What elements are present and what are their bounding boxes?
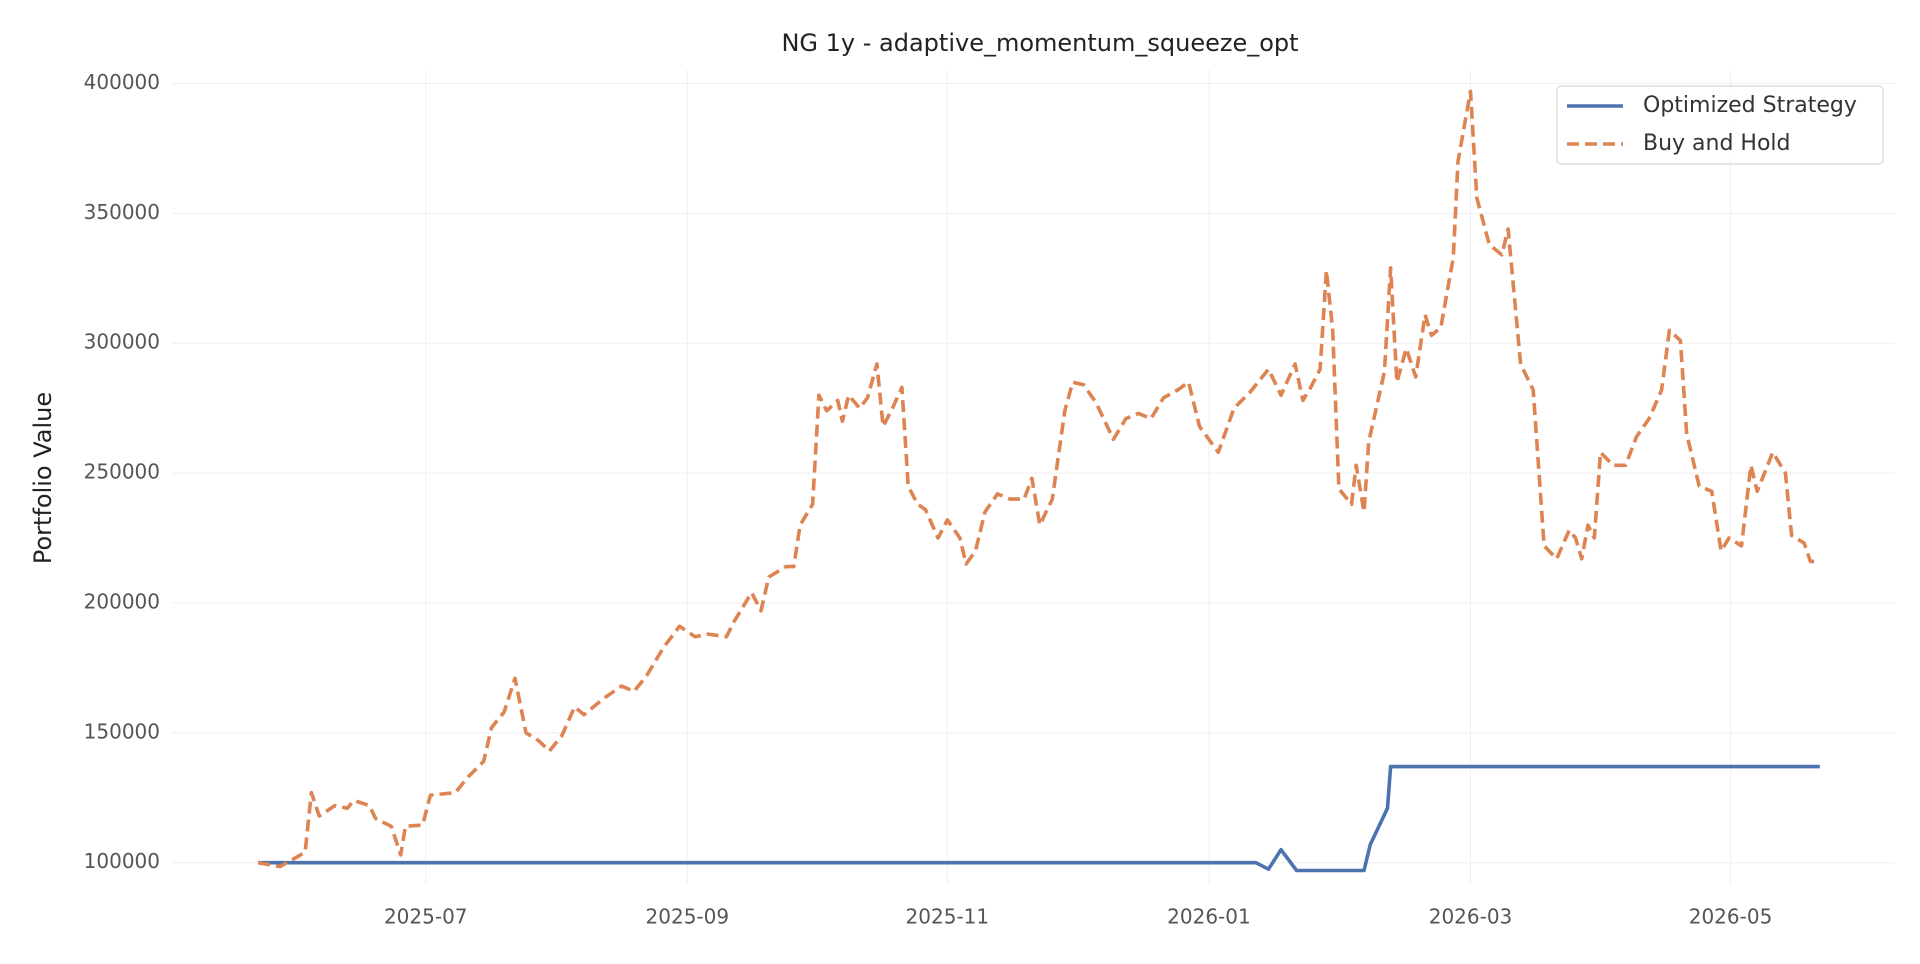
x-tick-label: 2025-11 (906, 905, 990, 929)
legend: Optimized Strategy Buy and Hold (1556, 85, 1884, 165)
legend-label: Buy and Hold (1643, 131, 1791, 156)
x-tick-label: 2025-09 (646, 905, 730, 929)
x-tick-label: 2026-03 (1429, 905, 1513, 929)
line-series (258, 764, 1820, 873)
x-tick-label: 2025-07 (384, 905, 468, 929)
y-tick-label: 150000 (84, 719, 160, 743)
y-tick-label: 400000 (84, 70, 160, 94)
y-tick-label: 300000 (84, 330, 160, 354)
legend-label: Optimized Strategy (1643, 93, 1857, 118)
line-series (257, 89, 1820, 869)
y-tick-label: 250000 (84, 460, 160, 484)
x-tick-label: 2026-05 (1689, 905, 1773, 929)
y-tick-label: 200000 (84, 589, 160, 613)
y-tick-label: 350000 (84, 200, 160, 224)
legend-box (1556, 85, 1884, 165)
y-axis-label: Portfolio Value (29, 392, 57, 564)
y-tick-label: 100000 (84, 849, 160, 873)
chart-title: NG 1y - adaptive_momentum_squeeze_opt (781, 29, 1298, 57)
x-tick-label: 2026-01 (1167, 905, 1251, 929)
